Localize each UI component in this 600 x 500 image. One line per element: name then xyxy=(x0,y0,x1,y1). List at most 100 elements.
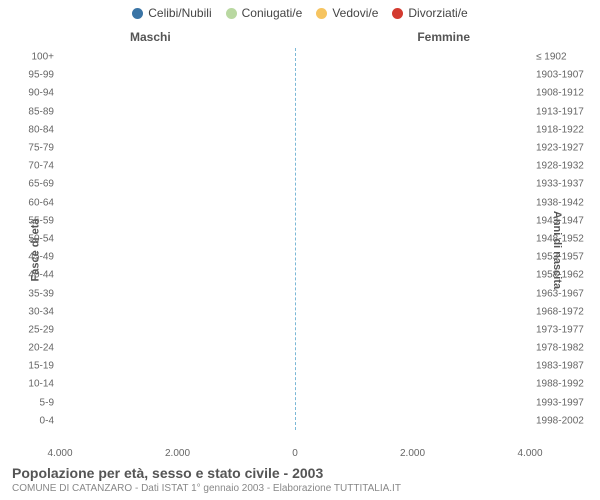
x-tick: 2.000 xyxy=(165,448,190,459)
age-label: 60-64 xyxy=(14,197,54,208)
male-side xyxy=(60,284,295,302)
legend-swatch xyxy=(392,8,403,19)
age-label: 10-14 xyxy=(14,379,54,390)
pyramid-row: 10-141988-1992 xyxy=(60,375,530,393)
pyramid-row: 90-941908-1912 xyxy=(60,84,530,102)
pyramid-row: 60-641938-1942 xyxy=(60,194,530,212)
chart-subtitle: COMUNE DI CATANZARO - Dati ISTAT 1° genn… xyxy=(12,483,588,494)
x-tick: 2.000 xyxy=(400,448,425,459)
legend-item: Coniugati/e xyxy=(226,6,303,20)
age-label: 95-99 xyxy=(14,70,54,81)
birth-year-label: 1923-1927 xyxy=(536,143,596,154)
male-side xyxy=(60,121,295,139)
legend-swatch xyxy=(316,8,327,19)
legend-label: Celibi/Nubili xyxy=(148,6,211,20)
female-side xyxy=(295,84,530,102)
male-side xyxy=(60,84,295,102)
legend: Celibi/Nubili Coniugati/e Vedovi/e Divorzia… xyxy=(0,0,600,20)
birth-year-label: 1943-1947 xyxy=(536,215,596,226)
age-label: 100+ xyxy=(14,52,54,63)
female-side xyxy=(295,230,530,248)
female-side xyxy=(295,157,530,175)
legend-item: Vedovi/e xyxy=(316,6,378,20)
pyramid-rows: 100+≤ 190295-991903-190790-941908-191285… xyxy=(60,48,530,430)
pyramid-row: 0-41998-2002 xyxy=(60,412,530,430)
male-side xyxy=(60,212,295,230)
age-label: 75-79 xyxy=(14,143,54,154)
female-side xyxy=(295,103,530,121)
header-male: Maschi xyxy=(130,30,171,44)
birth-year-label: 1963-1967 xyxy=(536,288,596,299)
male-side xyxy=(60,266,295,284)
pyramid-row: 50-541948-1952 xyxy=(60,230,530,248)
male-side xyxy=(60,303,295,321)
age-label: 50-54 xyxy=(14,233,54,244)
age-label: 20-24 xyxy=(14,343,54,354)
legend-swatch xyxy=(132,8,143,19)
pyramid-row: 100+≤ 1902 xyxy=(60,48,530,66)
female-side xyxy=(295,194,530,212)
male-side xyxy=(60,139,295,157)
pyramid-row: 70-741928-1932 xyxy=(60,157,530,175)
male-side xyxy=(60,66,295,84)
x-tick: 4.000 xyxy=(517,448,542,459)
pyramid-row: 75-791923-1927 xyxy=(60,139,530,157)
female-side xyxy=(295,121,530,139)
pyramid-row: 65-691933-1937 xyxy=(60,175,530,193)
birth-year-label: 1958-1962 xyxy=(536,270,596,281)
age-label: 70-74 xyxy=(14,161,54,172)
male-side xyxy=(60,321,295,339)
birth-year-label: 1928-1932 xyxy=(536,161,596,172)
female-side xyxy=(295,248,530,266)
legend-label: Divorziati/e xyxy=(408,6,467,20)
female-side xyxy=(295,303,530,321)
birth-year-label: ≤ 1902 xyxy=(536,52,596,63)
birth-year-label: 1903-1907 xyxy=(536,70,596,81)
female-side xyxy=(295,394,530,412)
age-label: 65-69 xyxy=(14,179,54,190)
male-side xyxy=(60,175,295,193)
male-side xyxy=(60,230,295,248)
pyramid-row: 15-191983-1987 xyxy=(60,357,530,375)
legend-label: Vedovi/e xyxy=(332,6,378,20)
plot-area: 100+≤ 190295-991903-190790-941908-191285… xyxy=(60,48,530,430)
age-label: 5-9 xyxy=(14,397,54,408)
female-side xyxy=(295,284,530,302)
age-label: 40-44 xyxy=(14,270,54,281)
male-side xyxy=(60,339,295,357)
birth-year-label: 1938-1942 xyxy=(536,197,596,208)
pyramid-row: 20-241978-1982 xyxy=(60,339,530,357)
birth-year-label: 1988-1992 xyxy=(536,379,596,390)
age-label: 55-59 xyxy=(14,215,54,226)
birth-year-label: 1973-1977 xyxy=(536,324,596,335)
pyramid-row: 30-341968-1972 xyxy=(60,303,530,321)
legend-item: Divorziati/e xyxy=(392,6,467,20)
female-side xyxy=(295,375,530,393)
age-label: 45-49 xyxy=(14,252,54,263)
age-label: 80-84 xyxy=(14,124,54,135)
pyramid-row: 35-391963-1967 xyxy=(60,284,530,302)
birth-year-label: 1978-1982 xyxy=(536,343,596,354)
female-side xyxy=(295,48,530,66)
pyramid-row: 85-891913-1917 xyxy=(60,103,530,121)
chart-container: Celibi/Nubili Coniugati/e Vedovi/e Divorzia… xyxy=(0,0,600,500)
birth-year-label: 1948-1952 xyxy=(536,233,596,244)
age-label: 90-94 xyxy=(14,88,54,99)
female-side xyxy=(295,212,530,230)
pyramid-row: 55-591943-1947 xyxy=(60,212,530,230)
column-headers: Maschi Femmine xyxy=(0,30,600,44)
male-side xyxy=(60,394,295,412)
female-side xyxy=(295,357,530,375)
female-side xyxy=(295,139,530,157)
age-label: 30-34 xyxy=(14,306,54,317)
age-label: 15-19 xyxy=(14,361,54,372)
female-side xyxy=(295,66,530,84)
birth-year-label: 1908-1912 xyxy=(536,88,596,99)
pyramid-row: 45-491953-1957 xyxy=(60,248,530,266)
birth-year-label: 1933-1937 xyxy=(536,179,596,190)
pyramid-row: 80-841918-1922 xyxy=(60,121,530,139)
female-side xyxy=(295,412,530,430)
age-label: 85-89 xyxy=(14,106,54,117)
male-side xyxy=(60,48,295,66)
male-side xyxy=(60,357,295,375)
